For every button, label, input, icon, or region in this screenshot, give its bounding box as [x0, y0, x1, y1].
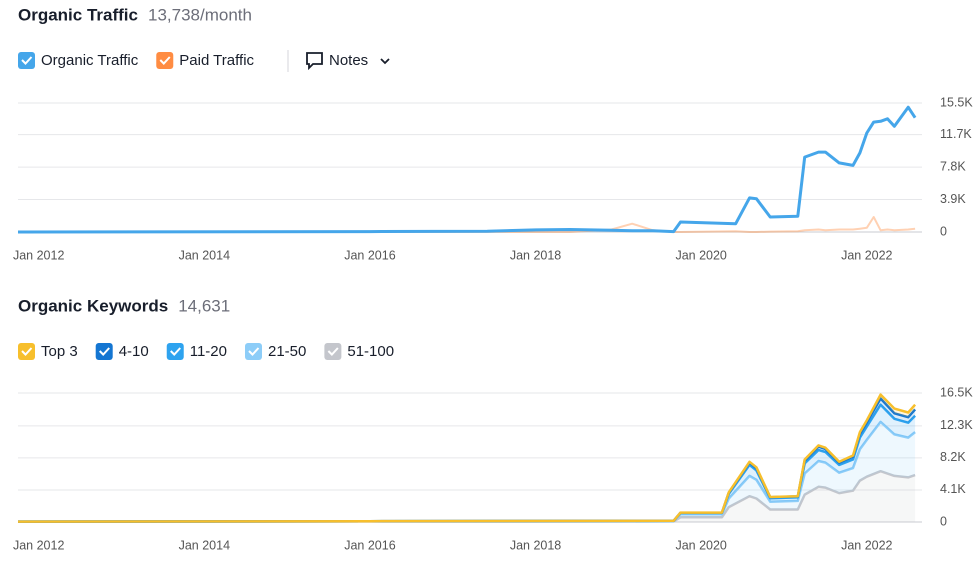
- x-tick-label: Jan 2018: [510, 248, 561, 262]
- x-tick-label: Jan 2016: [344, 538, 395, 552]
- chart-subtitle: 13,738/month: [148, 5, 252, 24]
- legend-item[interactable]: Paid Traffic: [156, 52, 255, 69]
- y-tick-label: 16.5K: [940, 385, 973, 399]
- legend-item[interactable]: 4-10: [95, 343, 149, 360]
- legend-checkbox: [18, 343, 35, 360]
- legend-item[interactable]: 51-100: [324, 343, 394, 360]
- y-tick-label: 4.1K: [940, 482, 966, 496]
- legend-label: 21-50: [268, 343, 306, 360]
- legend-check: [159, 56, 171, 65]
- notes-icon: [306, 52, 323, 71]
- y-tick-label: 0: [940, 514, 947, 528]
- legend-checkbox: [18, 52, 35, 69]
- series-area: [18, 421, 916, 522]
- x-tick-label: Jan 2020: [675, 248, 726, 262]
- x-tick-label: Jan 2014: [179, 538, 230, 552]
- y-tick-label: 7.8K: [940, 159, 966, 173]
- legend-check: [248, 347, 260, 356]
- notes-label[interactable]: Notes: [329, 52, 368, 69]
- x-tick-label: Jan 2022: [841, 538, 892, 552]
- legend-label: Top 3: [41, 343, 78, 360]
- legend-checkbox: [324, 343, 342, 360]
- legend-label: 4-10: [119, 343, 149, 360]
- legend-label: Paid Traffic: [179, 52, 254, 69]
- legend-checkbox: [156, 52, 174, 69]
- y-tick-label: 8.2K: [940, 450, 966, 464]
- y-tick-label: 12.3K: [940, 418, 973, 432]
- legend-item[interactable]: Organic Traffic: [18, 52, 139, 69]
- legend-checkbox: [245, 343, 262, 360]
- legend-check: [327, 347, 339, 356]
- chart-title: Organic Traffic: [18, 5, 138, 24]
- series-line: [17, 105, 917, 234]
- legend-check: [21, 56, 33, 65]
- y-tick-label: 11.7K: [940, 127, 972, 141]
- legend-item[interactable]: Top 3: [18, 343, 78, 360]
- legend-item[interactable]: 21-50: [245, 343, 306, 360]
- legend-label: 11-20: [190, 343, 227, 360]
- chart-title: Organic Keywords: [18, 296, 168, 315]
- legend-checkbox: [95, 343, 113, 360]
- chart-subtitle: 14,631: [178, 296, 230, 315]
- x-tick-label: Jan 2012: [13, 538, 64, 552]
- notes-button[interactable]: Notes: [306, 52, 390, 71]
- series-line: [18, 216, 916, 233]
- x-tick-label: Jan 2022: [841, 248, 892, 262]
- y-tick-label: 0: [940, 224, 947, 238]
- legend-label: 51-100: [347, 343, 394, 360]
- x-tick-label: Jan 2016: [344, 248, 395, 262]
- legend-check: [21, 347, 33, 356]
- legend-label: Organic Traffic: [41, 52, 139, 69]
- legend-check: [170, 347, 181, 356]
- x-tick-label: Jan 2014: [179, 248, 230, 262]
- y-tick-label: 3.9K: [940, 192, 966, 206]
- series-line: [17, 393, 917, 523]
- x-tick-label: Jan 2012: [13, 248, 64, 262]
- x-tick-label: Jan 2020: [675, 538, 726, 552]
- legend-checkbox: [166, 343, 184, 360]
- series-line: [17, 469, 916, 524]
- legend-check: [98, 347, 110, 356]
- x-tick-label: Jan 2018: [510, 538, 561, 552]
- series-area: [18, 471, 916, 522]
- chevron: [380, 58, 390, 65]
- legend-item[interactable]: 11-20: [166, 343, 227, 360]
- y-tick-label: 15.5K: [940, 95, 973, 109]
